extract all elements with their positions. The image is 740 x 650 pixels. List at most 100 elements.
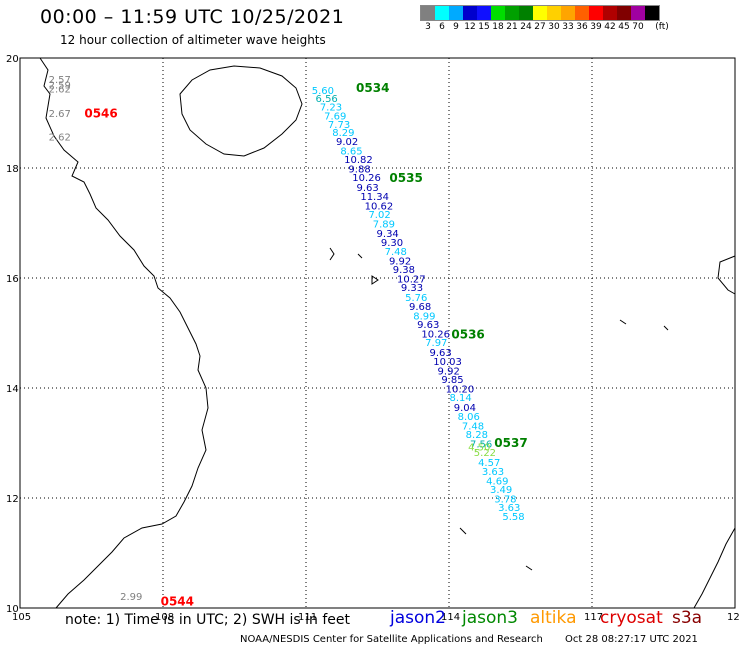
note-text: note: 1) Time is in UTC; 2) SWH is in fe… bbox=[65, 612, 351, 628]
legend-swatch bbox=[449, 6, 463, 20]
swh-value: 10.20 bbox=[446, 384, 475, 395]
page-title: 00:00 – 11:59 UTC 10/25/2021 bbox=[40, 6, 345, 28]
swh-value: 4.69 bbox=[486, 476, 508, 487]
legend-swatch bbox=[435, 6, 449, 20]
lon-tick-label: 120 bbox=[727, 612, 740, 623]
legend-swatch bbox=[421, 6, 435, 20]
swh-value: 7.69 bbox=[324, 112, 346, 123]
swh-value: 2.99 bbox=[120, 592, 142, 603]
swh-value: 4.50 bbox=[468, 443, 490, 454]
legend-swatch bbox=[463, 6, 477, 20]
legend-swatch bbox=[645, 6, 659, 20]
legend-swatch bbox=[491, 6, 505, 20]
swh-value: 9.88 bbox=[348, 164, 370, 175]
legend-label: 24 bbox=[520, 22, 532, 32]
legend-label: 12 bbox=[464, 22, 476, 32]
swh-value: 8.29 bbox=[332, 128, 354, 139]
swh-value: 10.26 bbox=[421, 329, 450, 340]
map-frame bbox=[19, 57, 736, 609]
cycle-label: 0535 bbox=[389, 171, 422, 185]
legend-swatch bbox=[617, 6, 631, 20]
lat-tick-label: 12 bbox=[6, 494, 19, 505]
map-plot: 201816141210105108111114117120 5.606.567… bbox=[6, 54, 740, 623]
credit-text: NOAA/NESDIS Center for Satellite Applica… bbox=[240, 634, 543, 645]
lat-tick-label: 14 bbox=[6, 384, 19, 395]
swh-value: 5.22 bbox=[474, 448, 496, 459]
cycle-label: 0544 bbox=[161, 594, 194, 608]
luzon-coastline bbox=[717, 255, 736, 295]
swh-value: 3.63 bbox=[498, 503, 520, 514]
swh-value: 5.76 bbox=[405, 293, 427, 304]
swh-value: 4.57 bbox=[478, 458, 500, 469]
swh-value: 7.56 bbox=[470, 439, 492, 450]
cycle-labels: 0534 0535 0536 0537 0546 0544 bbox=[84, 81, 527, 608]
swh-value: 5.58 bbox=[502, 512, 524, 523]
swh-value: 11.34 bbox=[360, 192, 389, 203]
swh-value: 9.85 bbox=[441, 375, 463, 386]
lat-tick-label: 18 bbox=[6, 164, 19, 175]
swh-value: 8.14 bbox=[449, 393, 471, 404]
legend-swatch bbox=[533, 6, 547, 20]
swh-value: 9.92 bbox=[438, 366, 460, 377]
swh-value: 2.62 bbox=[49, 133, 71, 144]
islet-4 bbox=[619, 319, 627, 325]
satellite-label-jason2: jason2 bbox=[390, 608, 446, 628]
swh-value: 5.60 bbox=[312, 86, 334, 97]
swh-value: 2.57 bbox=[49, 75, 71, 86]
lat-tick-label: 10 bbox=[6, 604, 19, 615]
palawan-coastline bbox=[693, 527, 736, 609]
swh-value: 9.34 bbox=[377, 229, 399, 240]
swh-value: 3.63 bbox=[482, 467, 504, 478]
swh-value: 7.97 bbox=[425, 338, 447, 349]
legend-label: 9 bbox=[453, 22, 459, 32]
legend-label: (ft) bbox=[655, 22, 669, 32]
swh-value: 7.23 bbox=[320, 102, 342, 113]
vietnam-coastline bbox=[39, 57, 209, 609]
swh-value: 9.33 bbox=[401, 283, 423, 294]
swh-value: 9.38 bbox=[393, 265, 415, 276]
lat-tick-label: 16 bbox=[6, 274, 19, 285]
legend-label: 27 bbox=[534, 22, 546, 32]
legend-label: 39 bbox=[590, 22, 602, 32]
legend-swatch bbox=[631, 6, 645, 20]
swh-value: 7.02 bbox=[368, 210, 390, 221]
legend-swatch bbox=[575, 6, 589, 20]
swh-value: 10.27 bbox=[397, 274, 426, 285]
map-grid bbox=[20, 58, 735, 608]
swh-value: 3.49 bbox=[490, 485, 512, 496]
cycle-label: 0534 bbox=[356, 81, 389, 95]
legend-label: 15 bbox=[478, 22, 490, 32]
legend-label: 36 bbox=[576, 22, 588, 32]
legend-swatch bbox=[603, 6, 617, 20]
islet-2 bbox=[357, 253, 363, 259]
swh-observations: 5.606.567.237.697.738.299.028.6510.829.8… bbox=[49, 75, 525, 603]
swh-value: 9.68 bbox=[409, 302, 431, 313]
islet-1 bbox=[329, 247, 335, 261]
lon-tick-label: 108 bbox=[155, 612, 174, 623]
legend-swatch bbox=[519, 6, 533, 20]
islet-3 bbox=[371, 275, 379, 285]
swh-value: 10.26 bbox=[352, 173, 381, 184]
swh-value: 7.48 bbox=[462, 421, 484, 432]
swh-value: 2.62 bbox=[49, 85, 71, 96]
swh-value: 9.63 bbox=[417, 320, 439, 331]
swh-value: 7.73 bbox=[328, 120, 350, 131]
legend-label: 3 bbox=[425, 22, 431, 32]
swh-value: 10.62 bbox=[365, 201, 394, 212]
timestamp-text: Oct 28 08:27:17 UTC 2021 bbox=[565, 634, 698, 645]
swh-value: 9.92 bbox=[389, 256, 411, 267]
satellite-label-s3a: s3a bbox=[672, 608, 703, 628]
legend-label: 6 bbox=[439, 22, 445, 32]
swh-value: 8.06 bbox=[458, 412, 480, 423]
satellite-label-altika: altika bbox=[530, 608, 577, 628]
legend-label: 70 bbox=[632, 22, 644, 32]
swh-value: 9.02 bbox=[336, 137, 358, 148]
lat-tick-label: 20 bbox=[6, 54, 19, 65]
swh-value: 2.59 bbox=[49, 80, 71, 91]
legend-label: 18 bbox=[492, 22, 504, 32]
swh-value: 9.63 bbox=[357, 183, 379, 194]
color-legend bbox=[420, 5, 660, 21]
legend-label: 45 bbox=[618, 22, 630, 32]
legend-label: 33 bbox=[562, 22, 574, 32]
